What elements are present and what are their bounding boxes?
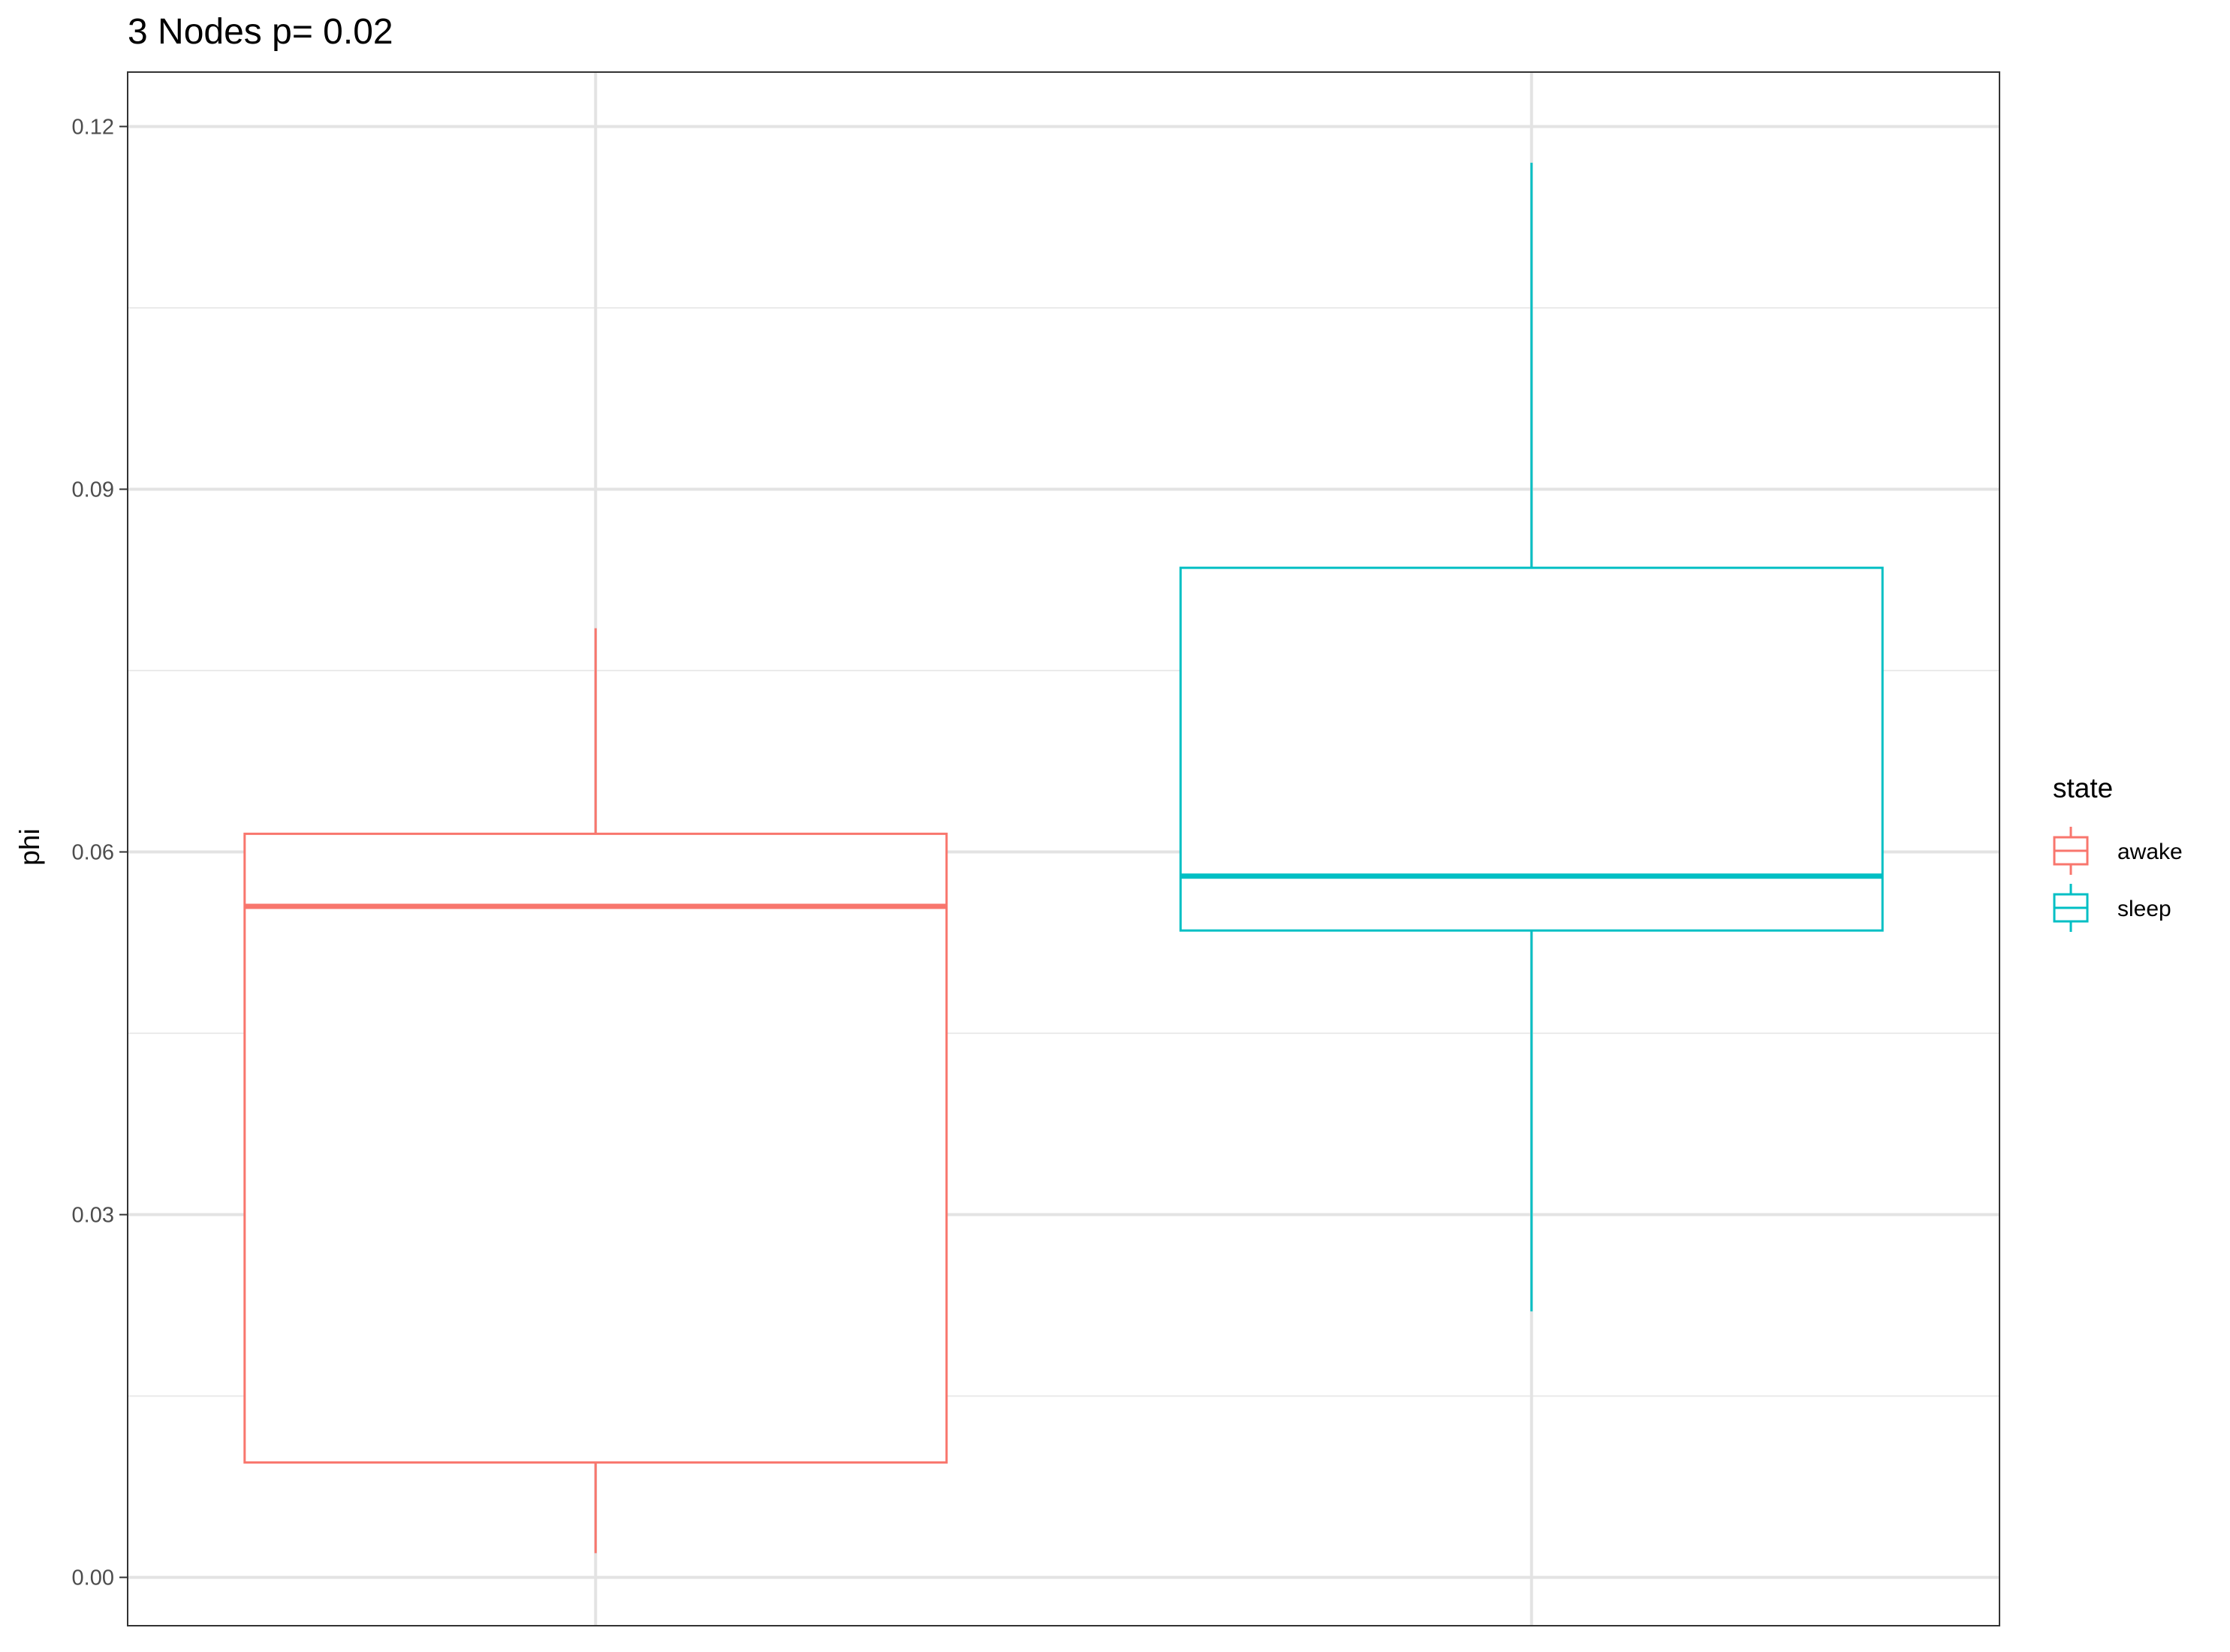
panel-border (127, 71, 2000, 1626)
legend-items: awake sleep (2053, 827, 2183, 932)
y-tick-label: 0.06 (72, 841, 114, 865)
chart-title: 3 Nodes p= 0.02 (128, 12, 393, 52)
box-awake (243, 628, 948, 1554)
legend: state awake sleep (2053, 773, 2183, 932)
legend-item-sleep: sleep (2053, 884, 2171, 932)
box-sleep (1179, 162, 1884, 1312)
legend-title: state (2053, 773, 2113, 803)
y-tick-label: 0.09 (72, 478, 114, 502)
box-iqr (243, 832, 948, 1464)
box-plots (243, 162, 1884, 1554)
y-axis-title: phi (14, 828, 45, 865)
y-axis-ticks: 0.00 0.03 0.06 0.09 0.12 (72, 115, 128, 1590)
legend-label: awake (2117, 840, 2183, 864)
legend-item-awake: awake (2053, 827, 2183, 875)
y-tick-label: 0.00 (72, 1566, 114, 1590)
y-tick-label: 0.12 (72, 115, 114, 139)
box-iqr (1179, 566, 1884, 932)
y-tick-label: 0.03 (72, 1204, 114, 1228)
legend-label: sleep (2117, 897, 2171, 921)
